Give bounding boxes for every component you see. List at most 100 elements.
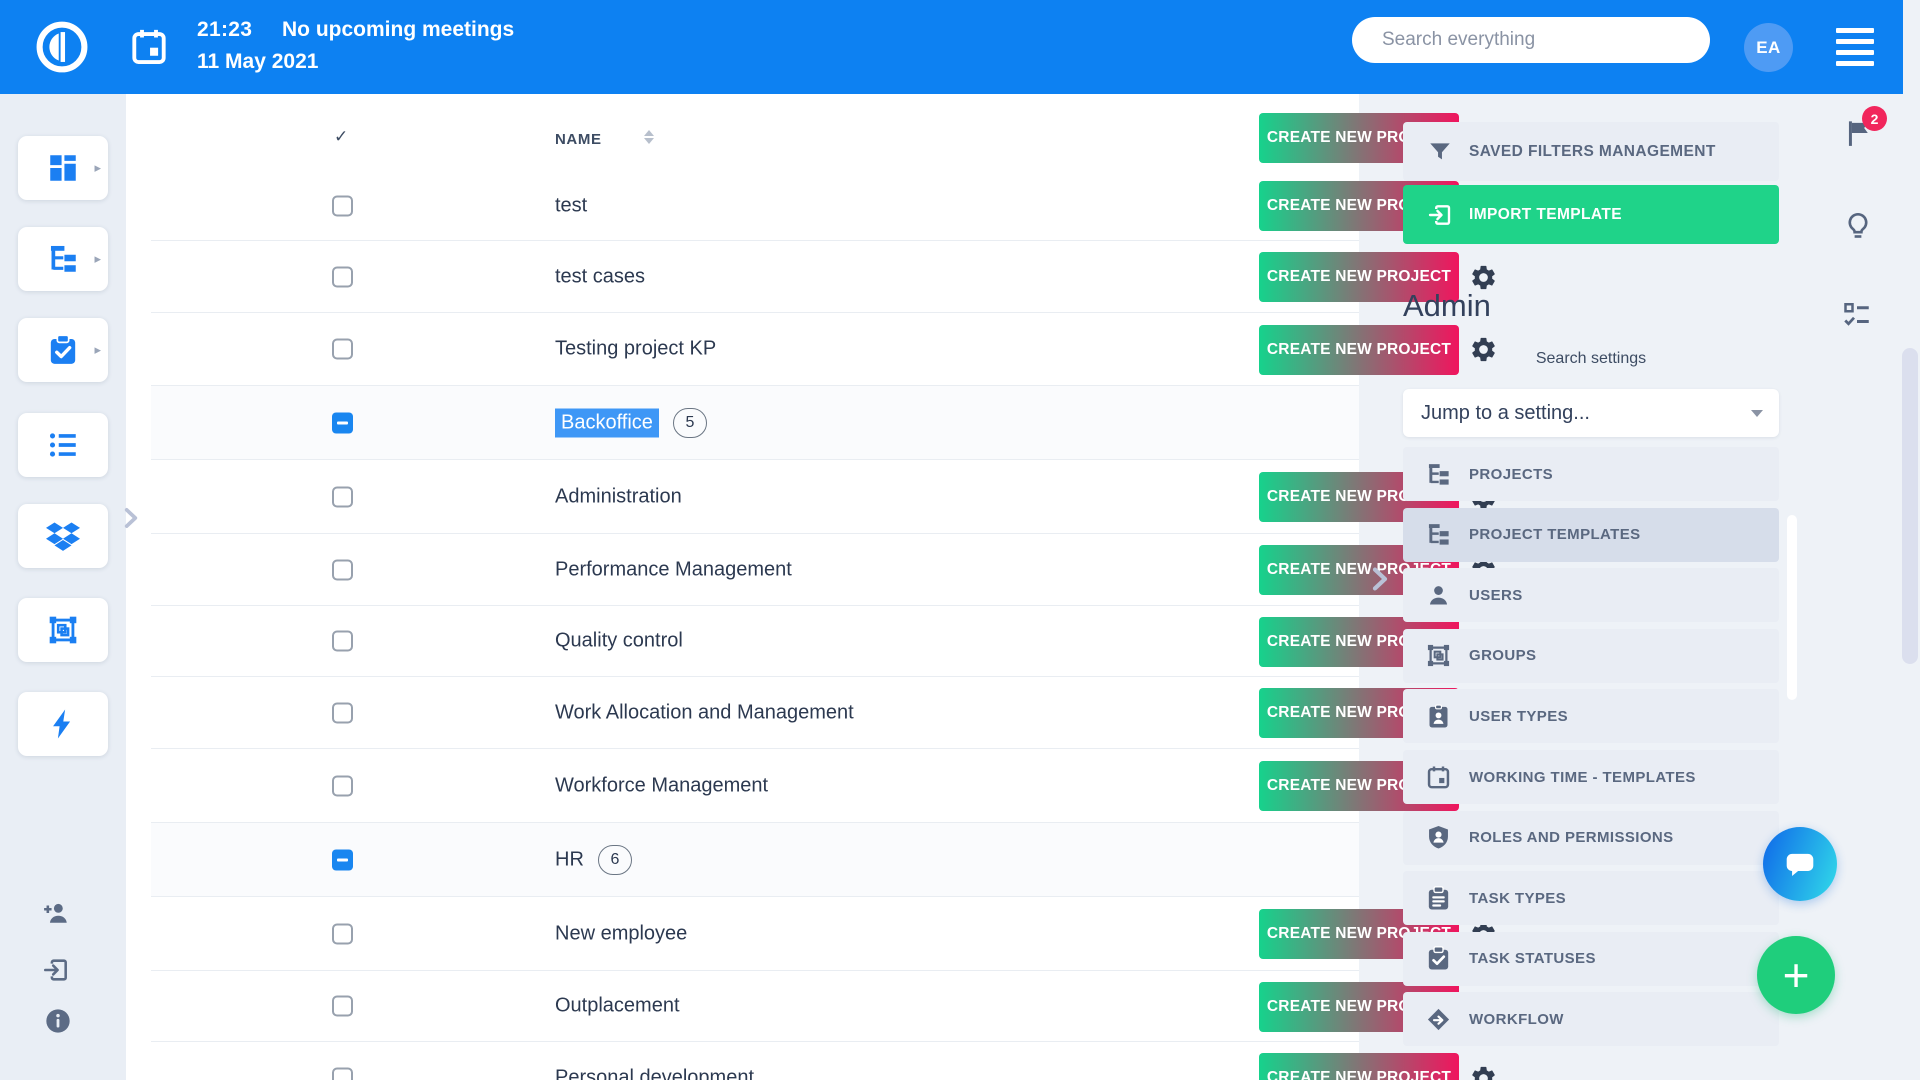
project-name[interactable]: HR [555, 848, 584, 870]
admin-setting-roles-and-permissions[interactable]: ROLES AND PERMISSIONS [1403, 810, 1779, 865]
project-name[interactable]: Backoffice [555, 408, 659, 437]
admin-setting-task-statuses[interactable]: TASK STATUSES [1403, 931, 1779, 986]
sidebar-expand-chevron-icon[interactable] [118, 500, 144, 536]
create-new-project-button[interactable]: CREATE NEW PROJECT [1259, 252, 1459, 302]
panel-expand-chevron-icon[interactable] [1365, 558, 1395, 600]
app-logo-icon[interactable] [34, 19, 90, 75]
info-icon[interactable] [44, 1007, 72, 1040]
search-input[interactable] [1352, 17, 1710, 63]
page-scrollbar-thumb[interactable] [1902, 348, 1918, 664]
create-new-project-button[interactable]: CREATE NEW PROJECT [1259, 1053, 1459, 1080]
table-row: Administration CREATE NEW PROJECT [151, 460, 1359, 534]
user-badge-icon [1425, 703, 1452, 730]
submenu-arrow-icon: ▸ [94, 251, 101, 266]
project-name[interactable]: Personal development [555, 1066, 755, 1080]
project-name[interactable]: Performance Management [555, 558, 792, 580]
avatar[interactable]: EA [1744, 23, 1793, 72]
row-checkbox[interactable] [332, 702, 353, 723]
row-checkbox[interactable] [332, 559, 353, 580]
clipboard-lines-icon [1425, 885, 1452, 912]
table-row: New employee CREATE NEW PROJECT [151, 897, 1359, 971]
row-checkbox[interactable] [332, 486, 353, 507]
project-name[interactable]: Quality control [555, 629, 683, 652]
row-checkbox[interactable] [332, 266, 353, 287]
project-name[interactable]: Testing project KP [555, 337, 717, 360]
chat-fab-button[interactable] [1763, 827, 1837, 901]
name-column-header[interactable]: NAME [555, 131, 602, 148]
left-sidebar: ▸ ▸ ▸ [0, 94, 126, 1080]
notification-badge: 2 [1862, 106, 1887, 131]
row-checkbox[interactable] [332, 412, 353, 433]
checklist-icon[interactable] [1842, 300, 1872, 330]
hamburger-menu-icon[interactable] [1836, 28, 1874, 66]
project-name[interactable]: Work Allocation and Management [555, 701, 854, 723]
project-name[interactable]: Outplacement [555, 994, 680, 1017]
saved-filters-label: SAVED FILTERS MANAGEMENT [1469, 142, 1716, 160]
sidebar-item[interactable] [18, 692, 108, 756]
table-row: test cases CREATE NEW PROJECT [151, 241, 1359, 313]
shield-user-icon [1425, 824, 1452, 851]
clipboard-check-icon [1425, 945, 1452, 972]
lightbulb-icon[interactable] [1843, 211, 1873, 241]
admin-setting-working-time-templates[interactable]: WORKING TIME - TEMPLATES [1403, 750, 1779, 804]
admin-setting-workflow[interactable]: WORKFLOW [1403, 992, 1779, 1047]
table-row: Personal development CREATE NEW PROJECT [151, 1042, 1359, 1080]
calendar-icon[interactable] [128, 26, 170, 68]
jump-to-setting-select[interactable]: Jump to a setting... [1403, 389, 1779, 437]
project-name[interactable]: New employee [555, 922, 688, 944]
sidebar-item[interactable] [18, 413, 108, 477]
exit-icon[interactable] [42, 956, 70, 989]
meeting-status: No upcoming meetings [282, 18, 515, 41]
dropbox-icon [46, 519, 80, 553]
sidebar-item[interactable]: ▸ [18, 318, 108, 382]
clock-time: 21:23 [197, 18, 253, 41]
sidebar-item[interactable]: ▸ [18, 136, 108, 200]
admin-heading: Admin [1403, 288, 1491, 323]
admin-setting-project-templates[interactable]: PROJECT TEMPLATES [1403, 507, 1779, 562]
search-settings-label: Search settings [1535, 350, 1647, 367]
list-icon [46, 428, 80, 462]
workflow-icon [1425, 1006, 1452, 1033]
row-checkbox[interactable] [332, 338, 353, 360]
select-all-check[interactable]: ✓ [334, 127, 349, 146]
artboard-icon [46, 613, 80, 647]
panel-scrollbar-thumb[interactable] [1787, 515, 1797, 700]
admin-setting-task-types[interactable]: TASK TYPES [1403, 871, 1779, 926]
project-name[interactable]: Workforce Management [555, 774, 769, 796]
admin-setting-groups[interactable]: GROUPS [1403, 628, 1779, 683]
tasks-clipboard-icon [46, 333, 80, 367]
top-bar: 21:23 No upcoming meetings 11 May 2021 E… [0, 0, 1903, 94]
sidebar-item[interactable] [18, 504, 108, 568]
row-checkbox[interactable] [332, 995, 353, 1017]
dashboard-icon [46, 151, 80, 185]
project-tree-icon [1425, 461, 1452, 488]
lightning-icon [46, 707, 80, 741]
project-name[interactable]: Administration [555, 485, 682, 507]
add-fab-button[interactable]: + [1757, 936, 1835, 1014]
saved-filters-management-button[interactable]: SAVED FILTERS MANAGEMENT [1403, 122, 1779, 181]
admin-setting-projects[interactable]: PROJECTS [1403, 447, 1779, 501]
create-new-project-button[interactable]: CREATE NEW PROJECT [1259, 324, 1459, 375]
user-icon [1425, 582, 1452, 609]
row-checkbox[interactable] [332, 849, 353, 870]
project-name[interactable]: test [555, 194, 588, 216]
add-user-icon[interactable] [42, 899, 70, 932]
chat-bubble-icon [1781, 845, 1819, 883]
project-tree-icon [1425, 521, 1452, 548]
sort-icon[interactable] [644, 130, 654, 144]
sidebar-item[interactable]: ▸ [18, 227, 108, 291]
table-row: Quality control CREATE NEW PROJECT [151, 606, 1359, 677]
import-template-button[interactable]: IMPORT TEMPLATE [1403, 185, 1779, 244]
row-checkbox[interactable] [332, 1067, 353, 1080]
row-checkbox[interactable] [332, 630, 353, 652]
row-checkbox[interactable] [332, 923, 353, 944]
gear-icon[interactable] [1469, 1064, 1498, 1080]
table-row: Outplacement CREATE NEW PROJECT [151, 971, 1359, 1042]
row-checkbox[interactable] [332, 775, 353, 796]
project-name[interactable]: test cases [555, 265, 646, 287]
admin-setting-user-types[interactable]: USER TYPES [1403, 689, 1779, 744]
admin-setting-users[interactable]: USERS [1403, 568, 1779, 623]
row-checkbox[interactable] [332, 195, 353, 216]
sidebar-item[interactable] [18, 598, 108, 662]
